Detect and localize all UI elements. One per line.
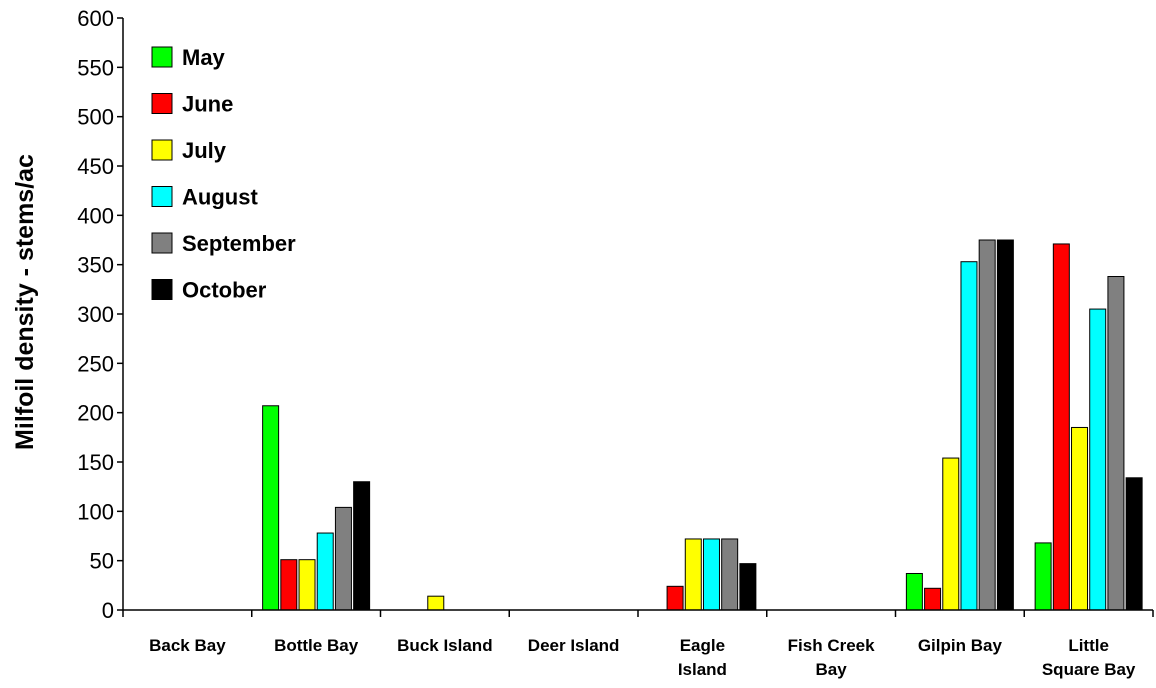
bar-june-gilpin-bay: [924, 587, 942, 611]
bar-september-little-square-bay: [1107, 276, 1125, 611]
y-tick-label: 0: [102, 598, 114, 623]
legend-label-june: June: [182, 92, 233, 117]
bar-may-bottle-bay: [262, 405, 280, 611]
bar-august-bottle-bay: [316, 532, 334, 611]
x-category-label: Fish Creek: [788, 636, 875, 655]
bar-july-little-square-bay: [1071, 426, 1089, 611]
bar-august-eagle-island: [702, 538, 720, 611]
x-categories-layer: Back Bay Bottle Bay Buck Island Deer Island…: [122, 610, 1154, 679]
legend-swatch-september: [151, 232, 173, 254]
legend-label-august: August: [182, 185, 258, 210]
bar-july-eagle-island: [684, 538, 702, 611]
x-category-label: Square Bay: [1042, 660, 1136, 679]
bar-june-bottle-bay: [280, 559, 298, 611]
legend-swatch-may: [151, 46, 173, 68]
y-tick-label: 250: [77, 351, 114, 376]
bar-july-bottle-bay: [298, 559, 316, 611]
y-tick-label: 100: [77, 499, 114, 524]
y-ticks-layer: 0 50 100 150 200 250 300 350 400 450 500 550 600: [77, 6, 123, 623]
y-tick-label: 550: [77, 55, 114, 80]
legend: May June July August September October: [151, 45, 296, 303]
x-category-label: Bottle Bay: [274, 636, 359, 655]
bar-june-little-square-bay: [1052, 243, 1070, 611]
bar-july-buck-island: [427, 595, 445, 611]
y-tick-label: 50: [90, 549, 114, 574]
x-category-label: Eagle: [680, 636, 725, 655]
legend-label-july: July: [182, 138, 227, 163]
legend-label-may: May: [182, 45, 226, 70]
y-tick-label: 450: [77, 154, 114, 179]
legend-label-september: September: [182, 231, 296, 256]
bar-september-eagle-island: [721, 538, 739, 611]
x-category-label: Island: [678, 660, 727, 679]
x-category-label: Buck Island: [397, 636, 492, 655]
legend-swatch-august: [151, 186, 173, 207]
bar-may-little-square-bay: [1034, 542, 1052, 611]
bar-october-bottle-bay: [353, 481, 371, 611]
bar-october-gilpin-bay: [996, 239, 1014, 611]
x-category-label: Gilpin Bay: [918, 636, 1003, 655]
y-tick-label: 600: [77, 6, 114, 31]
bar-may-gilpin-bay: [905, 572, 923, 611]
x-category-label: Bay: [816, 660, 848, 679]
bar-september-gilpin-bay: [978, 239, 996, 611]
y-tick-label: 350: [77, 253, 114, 278]
legend-swatch-october: [151, 279, 173, 300]
y-tick-label: 400: [77, 203, 114, 228]
legend-label-october: October: [182, 278, 267, 303]
bars-layer: [262, 239, 1143, 611]
x-category-label: Deer Island: [528, 636, 620, 655]
bar-june-eagle-island: [666, 585, 684, 611]
x-category-label: Back Bay: [149, 636, 226, 655]
bar-september-bottle-bay: [334, 506, 352, 611]
y-tick-label: 150: [77, 450, 114, 475]
bar-july-gilpin-bay: [942, 457, 960, 611]
bar-october-little-square-bay: [1125, 477, 1143, 611]
x-category-label: Little: [1068, 636, 1109, 655]
y-tick-label: 200: [77, 401, 114, 426]
y-tick-label: 300: [77, 302, 114, 327]
legend-swatch-june: [151, 93, 173, 114]
legend-swatch-july: [151, 139, 173, 161]
bar-august-gilpin-bay: [960, 261, 978, 611]
bar-august-little-square-bay: [1089, 308, 1107, 611]
y-axis-title: Milfoil density - stems/ac: [11, 154, 39, 450]
bar-october-eagle-island: [739, 563, 757, 611]
y-tick-label: 500: [77, 105, 114, 130]
